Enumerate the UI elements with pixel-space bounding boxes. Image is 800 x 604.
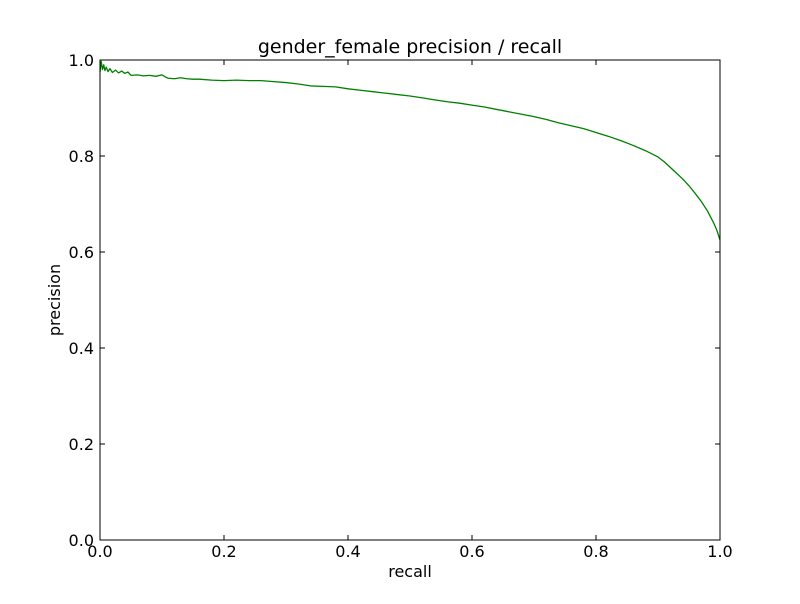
y-tick-label: 0.8 xyxy=(69,147,94,166)
x-tick-label: 1.0 xyxy=(707,542,732,561)
tick-layer: 0.0 0.2 0.4 0.6 0.8 1.0 0.0 0.2 0.4 0.6 0.8 1.0 xyxy=(69,51,733,561)
series-line-0 xyxy=(99,60,721,241)
plot-frame xyxy=(99,59,721,541)
x-tick-label: 0.2 xyxy=(211,542,236,561)
y-tick-label: 0.0 xyxy=(69,531,94,550)
x-tick-label: 0.4 xyxy=(335,542,360,561)
series-layer xyxy=(99,60,721,241)
x-tick-label: 0.0 xyxy=(87,542,112,561)
y-tick-label: 0.4 xyxy=(69,339,94,358)
y-tick-label: 0.6 xyxy=(69,243,94,262)
x-tick-label: 0.6 xyxy=(459,542,484,561)
x-axis-label: recall xyxy=(388,562,432,581)
y-tick-label: 0.2 xyxy=(69,435,94,454)
y-axis-label: precision xyxy=(45,264,64,336)
plot-background xyxy=(100,60,720,540)
y-tick-label: 1.0 xyxy=(69,51,94,70)
x-tick-label: 0.8 xyxy=(583,542,608,561)
chart-title: gender_female precision / recall xyxy=(258,36,562,58)
